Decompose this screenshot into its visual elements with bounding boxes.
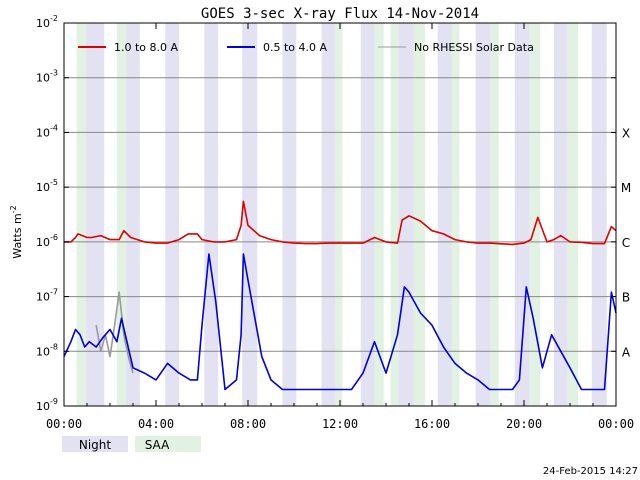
- saa-band: [413, 23, 426, 406]
- y-tick-exponent: -7: [50, 288, 58, 297]
- y-tick-label: 10-4: [36, 123, 58, 139]
- night-band: [242, 23, 258, 406]
- y-axis-ticks: 10-210-310-410-510-610-710-810-9: [36, 14, 616, 413]
- y-tick-exponent: -8: [50, 342, 58, 351]
- x-tick-label: 08:00: [230, 417, 266, 431]
- y-tick-exponent: -6: [50, 233, 58, 242]
- night-band: [398, 23, 414, 406]
- y-tick-label: 10-3: [36, 69, 58, 85]
- night-band: [204, 23, 219, 406]
- x-tick-label: 04:00: [138, 417, 174, 431]
- x-tick-label: 20:00: [506, 417, 542, 431]
- y-axis-label: Watts m-2: [9, 205, 24, 258]
- orbit-bands: [76, 23, 607, 406]
- saa-label: SAA: [145, 438, 170, 452]
- y-tick-label: 10-9: [36, 397, 58, 413]
- y-tick-label: 10-8: [36, 342, 58, 358]
- saa-band: [374, 23, 384, 406]
- saa-band: [390, 23, 399, 406]
- x-tick-label: 00:00: [46, 417, 82, 431]
- night-band: [437, 23, 452, 406]
- y-tick-exponent: -9: [50, 397, 58, 406]
- night-band: [553, 23, 568, 406]
- saa-band: [529, 23, 541, 406]
- x-tick-label: 12:00: [322, 417, 358, 431]
- y-tick-base: 10: [36, 17, 50, 30]
- saa-band: [116, 23, 127, 406]
- series-line-no-rhessi-solar-data: [95, 291, 134, 374]
- date-stamp: 24-Feb-2015 14:27: [543, 466, 638, 477]
- night-band: [360, 23, 375, 406]
- y-tick-base: 10: [36, 126, 50, 139]
- x-tick-label: 00:00: [598, 417, 634, 431]
- night-band: [126, 23, 140, 406]
- x-tick-label: 16:00: [414, 417, 450, 431]
- y-tick-base: 10: [36, 181, 50, 194]
- series-line-0-5-to-4-0-a: [63, 253, 617, 391]
- y-tick-base: 10: [36, 236, 50, 249]
- y-tick-label: 10-7: [36, 288, 58, 304]
- decade-gridlines: [64, 77, 616, 352]
- flare-class-c: C: [622, 236, 630, 250]
- y-tick-base: 10: [36, 400, 50, 413]
- night-band: [591, 23, 607, 406]
- saa-band: [567, 23, 579, 406]
- chart-title: GOES 3-sec X-ray Flux 14-Nov-2014: [201, 6, 479, 22]
- flux-series: [63, 200, 617, 391]
- legend-label: 0.5 to 4.0 A: [263, 41, 328, 54]
- x-axis-ticks: 00:00 04:00 08:00 12:00 16:00 20:00 00:00: [46, 23, 634, 431]
- saa-band: [335, 23, 343, 406]
- y-axis-label-text: Watts m: [11, 213, 24, 258]
- y-tick-exponent: -2: [50, 14, 58, 23]
- saa-band: [451, 23, 460, 406]
- flare-class-b: B: [622, 291, 630, 305]
- y-tick-label: 10-6: [36, 233, 58, 249]
- legend-label: 1.0 to 8.0 A: [114, 41, 179, 54]
- saa-band: [490, 23, 499, 406]
- y-tick-base: 10: [36, 291, 50, 304]
- flare-class-labels: X M C B A: [621, 126, 631, 359]
- flare-class-a: A: [622, 345, 631, 359]
- series-line-1-0-to-8-0-a: [64, 200, 617, 246]
- night-band: [282, 23, 297, 406]
- night-band: [85, 23, 105, 406]
- flare-class-x: X: [622, 126, 630, 140]
- night-label: Night: [79, 438, 112, 452]
- flare-class-m: M: [621, 181, 631, 195]
- saa-band: [76, 23, 86, 406]
- legend: 1.0 to 8.0 A 0.5 to 4.0 A No RHESSI Solar …: [78, 41, 534, 54]
- saa-swatch: [135, 436, 201, 452]
- y-tick-exponent: -4: [50, 123, 58, 132]
- legend-label: No RHESSI Solar Data: [414, 41, 534, 54]
- night-swatch: [62, 436, 128, 452]
- night-band: [475, 23, 491, 406]
- night-band: [321, 23, 336, 406]
- y-tick-label: 10-2: [36, 14, 58, 30]
- night-band: [165, 23, 179, 406]
- y-axis-label-exponent: -2: [9, 205, 18, 213]
- y-tick-base: 10: [36, 72, 50, 85]
- y-tick-label: 10-5: [36, 178, 58, 194]
- night-band: [514, 23, 530, 406]
- y-tick-base: 10: [36, 345, 50, 358]
- y-tick-exponent: -3: [50, 69, 58, 78]
- y-tick-exponent: -5: [50, 178, 58, 187]
